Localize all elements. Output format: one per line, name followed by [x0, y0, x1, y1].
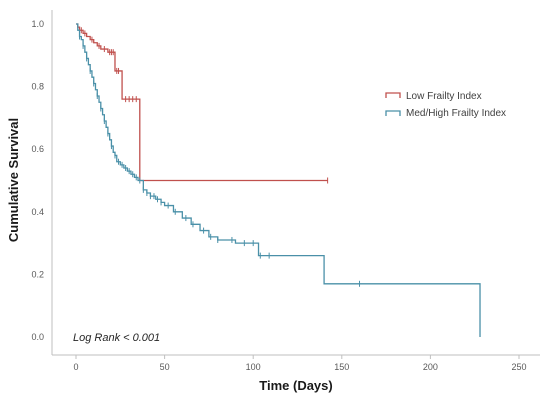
- y-axis-title: Cumulative Survival: [6, 118, 21, 242]
- legend-label-low-frailty: Low Frailty Index: [406, 91, 482, 102]
- legend-label-med-high-frailty: Med/High Frailty Index: [406, 108, 506, 119]
- x-tick-label: 0: [73, 362, 78, 372]
- x-axis-title: Time (Days): [259, 378, 332, 393]
- log-rank-annotation: Log Rank < 0.001: [73, 332, 160, 344]
- x-tick-label: 200: [423, 362, 438, 372]
- survival-curve-med-high-frailty: [76, 23, 481, 337]
- legend-swatch-low-frailty: [385, 92, 401, 98]
- x-tick-label: 100: [246, 362, 261, 372]
- series-group: [76, 23, 481, 337]
- y-tick-label: 1.0: [31, 19, 44, 29]
- x-tick-label: 250: [511, 362, 526, 372]
- y-tick-label: 0.0: [31, 332, 44, 342]
- legend-swatch-med-high-frailty: [385, 110, 401, 116]
- x-tick-label: 50: [160, 362, 170, 372]
- y-tick-label: 0.2: [31, 269, 44, 279]
- y-tick-label: 0.6: [31, 144, 44, 154]
- y-tick-label: 0.8: [31, 82, 44, 92]
- survival-curve-low-frailty: [76, 23, 328, 182]
- x-tick-label: 150: [334, 362, 349, 372]
- axes: 0 50 100 150 200 250 0.0 0.2 0.4 0.6 0.8 1.0: [31, 10, 540, 372]
- y-tick-label: 0.4: [31, 207, 44, 217]
- legend: Low Frailty Index Med/High Frailty Index: [385, 91, 506, 119]
